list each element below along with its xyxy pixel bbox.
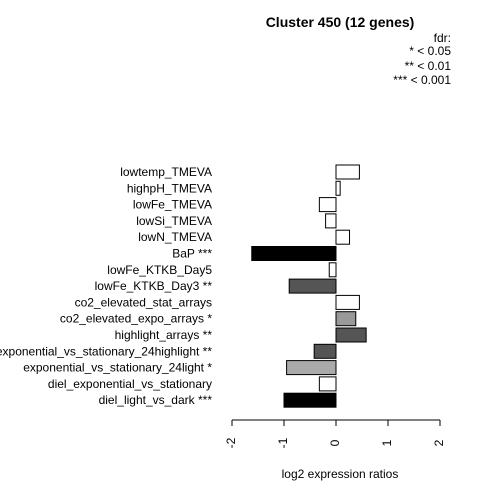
category-labels: lowtemp_TMEVA highpH_TMEVA lowFe_TMEVA lowS… <box>0 165 212 407</box>
category-label: co2_elevated_expo_arrays * <box>60 312 212 326</box>
category-label: diel_light_vs_dark *** <box>99 393 213 407</box>
bar <box>286 360 337 376</box>
x-axis: -2 -1 0 1 2 <box>224 419 446 448</box>
x-axis-label: log2 expression ratios <box>282 467 399 481</box>
bar <box>283 392 337 408</box>
category-label: co2_elevated_stat_arrays <box>75 295 212 309</box>
category-label: lowFe_KTKB_Day3 ** <box>95 279 213 293</box>
x-tick-label: -2 <box>224 437 238 448</box>
category-label: highpH_TMEVA <box>127 181 212 195</box>
legend-entry: ** < 0.01 <box>405 59 452 73</box>
x-tick-label: 0 <box>328 439 342 446</box>
bar <box>335 229 351 245</box>
category-label: lowFe_KTKB_Day5 <box>107 263 212 277</box>
legend-title: fdr: <box>434 31 451 45</box>
bar <box>335 311 357 327</box>
bar <box>313 343 337 359</box>
legend-entry: * < 0.05 <box>409 44 451 58</box>
bar <box>335 294 360 310</box>
category-label: highlight_arrays ** <box>115 328 213 342</box>
chart-title: Cluster 450 (12 genes) <box>266 14 415 30</box>
category-label: exponential_vs_stationary_24highlight ** <box>0 344 212 358</box>
bar <box>335 180 341 196</box>
category-label: diel_exponential_vs_stationary <box>48 377 212 391</box>
bar <box>251 246 337 261</box>
bar <box>335 164 360 180</box>
legend: fdr: * < 0.05 ** < 0.01 *** < 0.001 <box>393 31 451 87</box>
category-label: lowtemp_TMEVA <box>120 165 212 179</box>
bar <box>335 327 367 343</box>
category-label: exponential_vs_stationary_24light * <box>23 361 212 375</box>
bars-group <box>251 164 367 408</box>
category-label: lowFe_TMEVA <box>133 198 212 212</box>
bar <box>318 376 337 392</box>
bar <box>318 197 337 213</box>
bar <box>288 278 337 294</box>
x-tick-label: 2 <box>432 439 446 446</box>
x-tick-label: -1 <box>276 437 290 448</box>
category-label: lowN_TMEVA <box>138 230 212 244</box>
bar <box>325 213 337 229</box>
legend-entry: *** < 0.001 <box>393 73 451 87</box>
bar <box>328 262 337 278</box>
category-label: BaP *** <box>172 247 212 261</box>
category-label: lowSi_TMEVA <box>136 214 212 228</box>
x-tick-label: 1 <box>380 439 394 446</box>
